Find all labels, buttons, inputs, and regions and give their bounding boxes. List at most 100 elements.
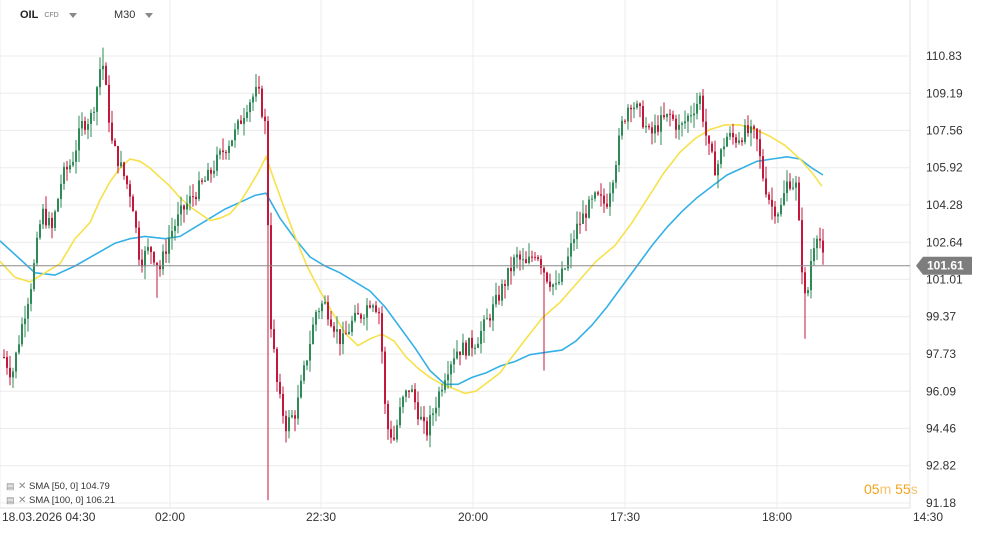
- candle-body: [78, 128, 80, 151]
- candle-body: [795, 182, 797, 188]
- candle-body: [552, 284, 554, 287]
- candle-body: [822, 240, 824, 253]
- candle-body: [696, 103, 698, 114]
- y-tick-label: 102.64: [926, 235, 963, 249]
- close-icon[interactable]: ✕: [18, 495, 27, 506]
- list-icon[interactable]: ▤: [6, 481, 15, 491]
- candle-body: [192, 196, 194, 198]
- candle-body: [450, 364, 452, 375]
- candle-body: [396, 425, 398, 440]
- candle-body: [591, 198, 593, 200]
- instrument-selector[interactable]: OIL CFD: [20, 9, 77, 21]
- candle-body: [378, 311, 380, 314]
- candle-body: [84, 120, 86, 130]
- candle-body: [69, 165, 71, 170]
- candle-body: [189, 196, 191, 204]
- candle-body: [393, 437, 395, 440]
- candle-body: [717, 164, 719, 176]
- candle-body: [573, 239, 575, 244]
- candle-body: [108, 84, 110, 123]
- candle-body: [471, 337, 473, 349]
- x-axis-labels: 18.03.2026 04:30 02:00 22:30 20:00 17:30 18:0…: [2, 510, 943, 524]
- candle-body: [351, 320, 353, 333]
- candle-body: [675, 118, 677, 130]
- candle-body: [18, 344, 20, 353]
- candle-body: [354, 312, 356, 321]
- candle-body: [120, 162, 122, 167]
- candle-body: [480, 330, 482, 344]
- candle-body: [540, 259, 542, 268]
- candle-body: [96, 87, 98, 112]
- candle-body: [276, 348, 278, 383]
- candle-body: [105, 65, 107, 85]
- candle-body: [72, 161, 74, 166]
- candle-body: [570, 243, 572, 257]
- candle-body: [441, 389, 443, 392]
- candle-body: [531, 256, 533, 258]
- candle-body: [66, 166, 68, 170]
- candle-body: [708, 135, 710, 144]
- candle-body: [612, 182, 614, 194]
- candle-body: [39, 224, 41, 238]
- countdown-minutes-unit: m: [879, 481, 892, 497]
- candle-body: [411, 389, 413, 392]
- candle-body: [606, 203, 608, 207]
- close-icon[interactable]: ✕: [18, 481, 27, 492]
- candle-body: [204, 180, 206, 182]
- candle-body: [537, 257, 539, 260]
- candle-body: [777, 214, 779, 217]
- candle-body: [816, 238, 818, 249]
- candle-body: [336, 329, 338, 332]
- candle-body: [624, 120, 626, 122]
- y-tick-label: 105.92: [926, 161, 963, 175]
- candle-body: [198, 180, 200, 200]
- candle-body: [522, 259, 524, 261]
- candle-body: [813, 248, 815, 262]
- candle-body: [771, 199, 773, 207]
- legend-label-sma100: SMA [100, 0] 106.21: [29, 495, 116, 506]
- candle-body: [234, 129, 236, 141]
- candle-body: [81, 120, 83, 129]
- candle-body: [219, 150, 221, 155]
- candle-body: [321, 303, 323, 312]
- current-price-marker: 101.61: [0, 256, 972, 275]
- candle-body: [543, 267, 545, 273]
- candle-body: [15, 352, 17, 372]
- candle-body: [75, 150, 77, 162]
- candle-body: [195, 196, 197, 200]
- candle-body: [318, 311, 320, 313]
- candle-body: [363, 317, 365, 319]
- instrument-type: CFD: [44, 11, 59, 19]
- candle-body: [627, 107, 629, 122]
- candle-body: [762, 156, 764, 179]
- candle-body: [285, 415, 287, 432]
- candle-body: [432, 413, 434, 416]
- candle-body: [600, 194, 602, 196]
- candle-body: [567, 256, 569, 269]
- candle-body: [645, 125, 647, 128]
- candle-body: [132, 196, 134, 212]
- candle-body: [558, 281, 560, 284]
- candle-body: [486, 318, 488, 320]
- candle-body: [435, 407, 437, 414]
- candle-body: [594, 192, 596, 199]
- candle-body: [180, 205, 182, 215]
- candle-body: [246, 112, 248, 118]
- candle-body: [564, 268, 566, 270]
- candle-body: [483, 319, 485, 331]
- list-icon[interactable]: ▤: [6, 495, 15, 505]
- candle-body: [630, 107, 632, 110]
- current-price-label: 101.61: [927, 259, 964, 273]
- chevron-down-icon: [145, 12, 154, 18]
- candle-body: [306, 360, 308, 366]
- candle-body: [225, 152, 227, 154]
- candle-body: [609, 193, 611, 207]
- timeframe-selector[interactable]: M30: [114, 9, 154, 21]
- x-tick-label: 14:30: [913, 510, 943, 524]
- y-tick-label: 109.19: [926, 86, 963, 100]
- candle-body: [792, 187, 794, 189]
- candle-body: [798, 182, 800, 221]
- candle-body: [528, 256, 530, 263]
- y-tick-label: 94.46: [926, 421, 956, 435]
